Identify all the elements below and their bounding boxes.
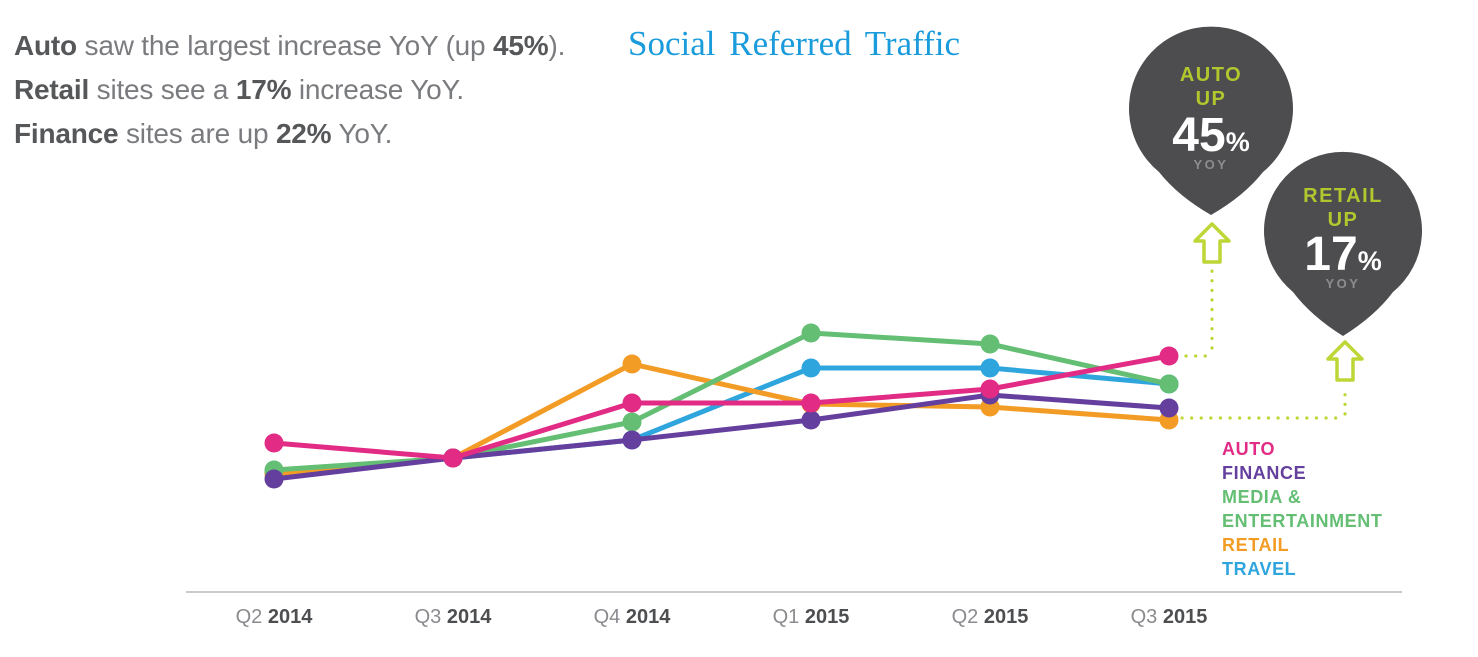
summary-finance-label: Finance: [14, 118, 119, 149]
page-title: Social Referred Traffic: [628, 24, 961, 63]
balloon-period: YOY: [1194, 157, 1229, 172]
balloon-direction: UP: [1196, 88, 1227, 110]
summary-auto-percent: 45%: [493, 30, 549, 61]
legend-item-media-entertainment: MEDIA & ENTERTAINMENT: [1222, 487, 1383, 531]
dotted-connector-retail: [1180, 388, 1347, 420]
balloon-value: 17%: [1304, 228, 1381, 281]
data-point-media-entertainment: [801, 323, 821, 343]
auto-callout-balloon: AUTO UP 45% YOY: [1128, 26, 1293, 215]
data-point-finance: [1159, 398, 1179, 418]
data-point-travel: [980, 358, 1000, 378]
data-point-finance: [264, 469, 284, 489]
data-point-travel: [801, 358, 821, 378]
x-axis-label: Q2 2015: [952, 606, 1029, 628]
balloon-direction: UP: [1328, 209, 1359, 231]
data-point-media-entertainment: [980, 334, 1000, 354]
data-point-auto: [622, 393, 642, 413]
up-arrow-icon: [1193, 222, 1231, 264]
summary-line-retail: Retail sites see a 17% increase YoY.: [14, 74, 464, 105]
series-line-finance: [271, 392, 1172, 482]
summary-auto-label: Auto: [14, 30, 77, 61]
summary-retail-label: Retail: [14, 74, 90, 105]
x-axis-label: Q3 2014: [415, 606, 493, 628]
data-point-finance: [801, 410, 821, 430]
balloon-shape: [1263, 151, 1423, 336]
data-point-auto: [1159, 346, 1179, 366]
x-axis-label: Q1 2015: [773, 606, 850, 628]
balloon-value: 45%: [1172, 109, 1249, 162]
data-point-auto: [980, 379, 1000, 399]
x-axis-label: Q2 2014: [236, 606, 314, 628]
retail-callout-balloon: RETAIL UP 17% YOY: [1263, 151, 1423, 336]
legend-item-finance: FINANCE: [1222, 463, 1307, 483]
summary-line-finance: Finance sites are up 22% YoY.: [14, 118, 393, 149]
data-point-auto: [443, 448, 463, 468]
legend-item-retail: RETAIL: [1222, 535, 1290, 555]
data-point-finance: [622, 430, 642, 450]
series-line-auto: [271, 353, 1172, 461]
balloon-shape: [1128, 26, 1293, 215]
data-point-retail: [622, 354, 642, 374]
balloon-category: AUTO: [1180, 64, 1242, 86]
legend: AUTO FINANCE MEDIA & ENTERTAINMENT RETAI…: [1222, 437, 1422, 581]
data-point-media-entertainment: [1159, 374, 1179, 394]
balloon-category: RETAIL: [1303, 185, 1383, 207]
x-axis-label: Q4 2014: [594, 606, 672, 628]
summary-finance-percent: 22%: [275, 118, 332, 149]
data-point-auto: [264, 433, 284, 453]
summary-line-auto: Auto saw the largest increase YoY (up 45…: [14, 30, 566, 61]
summary-text: Auto saw the largest increase YoY (up 45…: [14, 24, 654, 156]
up-arrow-icon: [1326, 340, 1364, 382]
legend-item-travel: TRAVEL: [1222, 559, 1297, 579]
legend-item-auto: AUTO: [1222, 439, 1276, 459]
x-axis-label: Q3 2015: [1131, 606, 1208, 628]
data-point-auto: [801, 393, 821, 413]
series-layer: [264, 323, 1179, 489]
summary-retail-percent: 17%: [235, 74, 292, 105]
balloon-period: YOY: [1326, 276, 1361, 291]
dotted-connector-auto: [1184, 266, 1214, 358]
data-point-media-entertainment: [622, 412, 642, 432]
x-axis-labels: Q2 2014 Q3 2014 Q4 2014 Q1 2015 Q2 2015 Q3 20…: [236, 606, 1208, 628]
